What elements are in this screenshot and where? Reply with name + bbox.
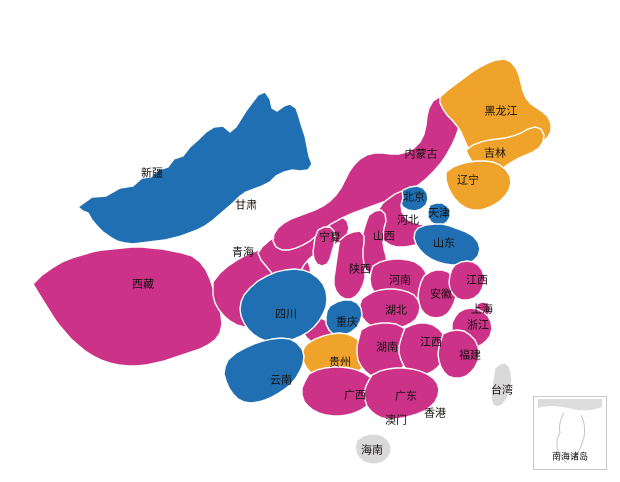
region-shape[interactable] bbox=[312, 226, 336, 267]
region-shape[interactable] bbox=[301, 366, 377, 417]
region-shape[interactable] bbox=[427, 202, 451, 226]
south-china-sea-inset bbox=[533, 396, 607, 470]
region-shape[interactable] bbox=[398, 322, 447, 376]
region-shape[interactable] bbox=[325, 299, 363, 337]
region-shape[interactable] bbox=[333, 230, 366, 300]
region-shape[interactable] bbox=[448, 260, 485, 301]
region-shape[interactable] bbox=[413, 223, 481, 266]
region-shape[interactable] bbox=[363, 367, 440, 420]
region-shape[interactable] bbox=[445, 160, 512, 211]
region-shape[interactable] bbox=[32, 246, 223, 367]
region-shape[interactable] bbox=[354, 433, 392, 465]
region-shape[interactable] bbox=[239, 268, 328, 343]
south-china-sea-inset-svg bbox=[538, 399, 602, 464]
region-shape[interactable] bbox=[417, 269, 458, 319]
region-shape[interactable] bbox=[77, 91, 313, 245]
south-china-sea-inset-label: 南海诸岛 bbox=[551, 451, 589, 462]
region-shape[interactable] bbox=[437, 329, 480, 379]
region-shape[interactable] bbox=[223, 337, 305, 404]
region-shape[interactable] bbox=[272, 96, 461, 251]
region-shape[interactable] bbox=[490, 362, 513, 408]
region-shape[interactable] bbox=[356, 322, 412, 378]
